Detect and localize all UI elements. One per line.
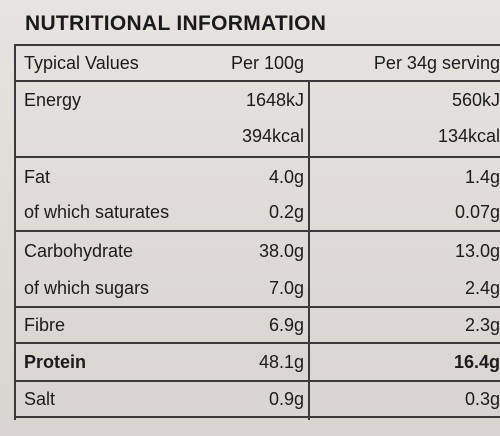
row-per-serving: 560kJ: [451, 90, 500, 110]
table-row: 394kcal 134kcal: [14, 118, 500, 154]
row-per-100g: 7.0g: [268, 278, 304, 298]
table-header-row: Typical Values Per 100g Per 34g serving: [14, 45, 500, 81]
header-per-100g: Per 100g: [230, 53, 304, 73]
row-label: Salt: [24, 389, 56, 409]
row-per-100g: 394kcal: [241, 126, 304, 146]
row-per-serving: 2.3g: [464, 315, 500, 335]
row-per-serving: 0.3g: [464, 389, 500, 409]
page-title: NUTRITIONAL INFORMATION: [25, 12, 327, 35]
row-label: of which saturates: [24, 202, 170, 222]
table-row: Energy 1648kJ 560kJ: [14, 82, 500, 118]
header-rule: [14, 80, 500, 82]
header-typical-values: Typical Values: [24, 53, 139, 73]
row-per-serving: 16.4g: [453, 352, 500, 372]
row-per-100g: 48.1g: [258, 352, 304, 372]
table-row: Fibre 6.9g 2.3g: [14, 307, 500, 343]
table-row: Fat 4.0g 1.4g: [14, 159, 500, 195]
row-per-serving: 2.4g: [464, 278, 500, 298]
row-per-serving: 13.0g: [454, 241, 500, 261]
table-left-rule: [14, 44, 16, 420]
row-per-100g: 0.2g: [268, 202, 304, 222]
row-per-100g: 1648kJ: [245, 90, 304, 110]
column-divider: [308, 80, 310, 420]
row-rule: [14, 342, 500, 344]
row-per-100g: 38.0g: [258, 241, 304, 261]
row-rule: [14, 306, 500, 308]
row-label: Protein: [24, 352, 87, 372]
table-top-rule: [14, 44, 500, 46]
table-row: of which saturates 0.2g 0.07g: [14, 194, 500, 230]
table-row: Protein 48.1g 16.4g: [14, 344, 500, 380]
table-row: Salt 0.9g 0.3g: [14, 381, 500, 417]
row-per-100g: 4.0g: [268, 167, 304, 187]
row-per-100g: 0.9g: [268, 389, 304, 409]
row-rule: [14, 230, 500, 232]
header-per-serving: Per 34g serving: [373, 53, 500, 73]
row-label: Fat: [24, 167, 51, 187]
row-label: of which sugars: [24, 278, 150, 298]
row-per-serving: 1.4g: [464, 167, 500, 187]
row-rule: [14, 380, 500, 382]
row-per-100g: 6.9g: [268, 315, 304, 335]
row-per-serving: 0.07g: [454, 202, 500, 222]
table-row: Carbohydrate 38.0g 13.0g: [14, 233, 500, 269]
row-label: Carbohydrate: [24, 241, 134, 261]
row-rule: [14, 156, 500, 158]
row-label: Fibre: [24, 315, 66, 335]
table-row: of which sugars 7.0g 2.4g: [14, 270, 500, 306]
row-per-serving: 134kcal: [437, 126, 500, 146]
row-rule: [14, 416, 500, 418]
row-label: Energy: [24, 90, 82, 110]
